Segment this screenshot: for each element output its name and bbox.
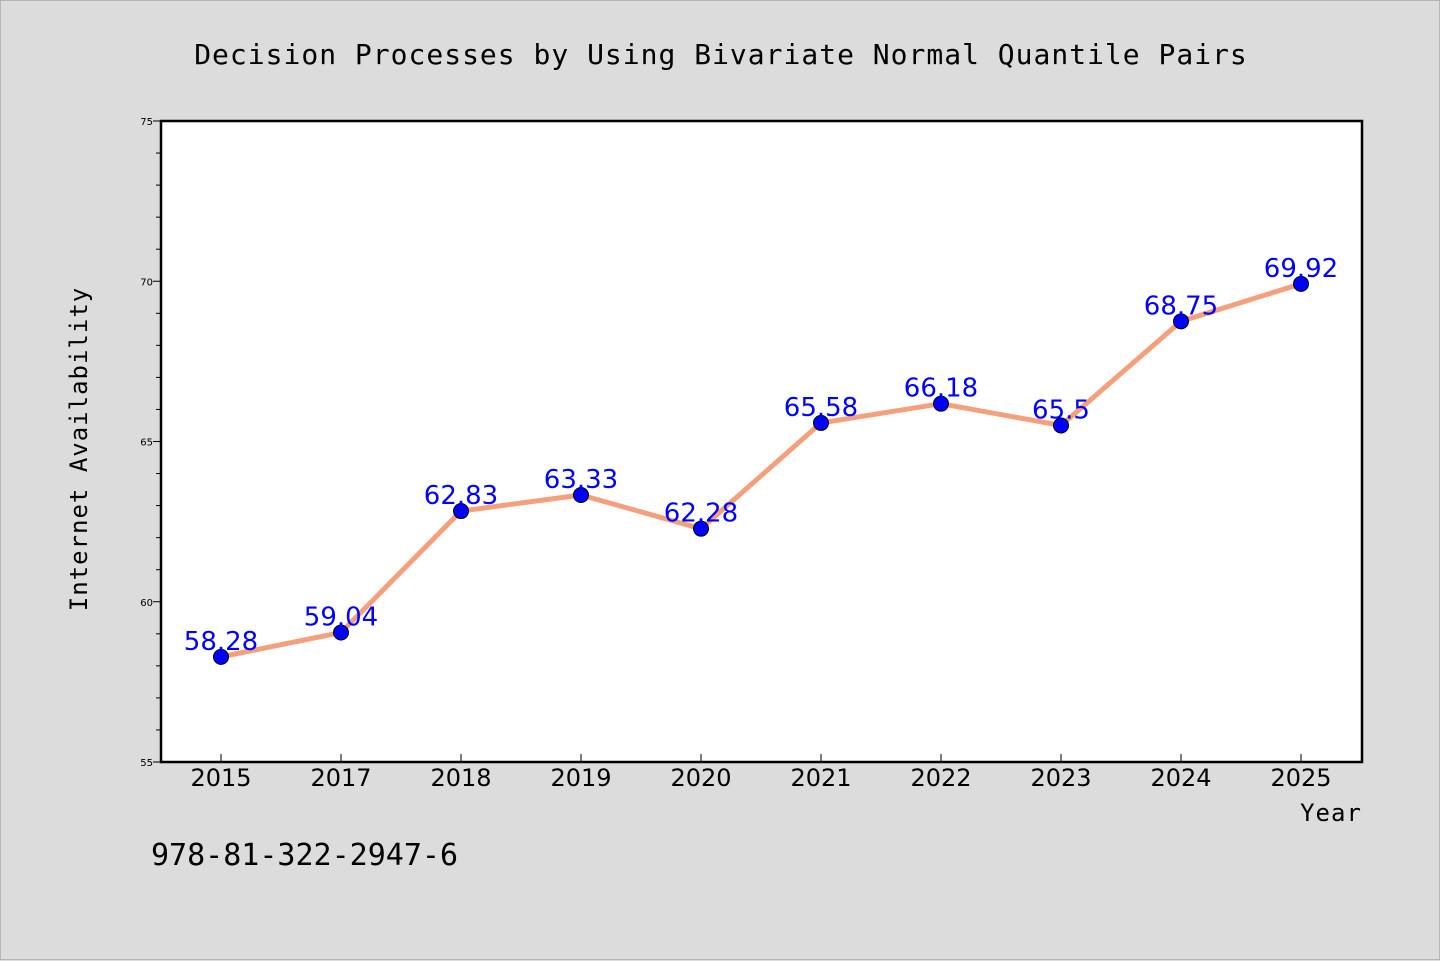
- y-tick-label: 75: [140, 117, 153, 128]
- data-labels: 58.28 59.04 62.83 63.33 62.28 65.58 66.18 65.5 6…: [184, 254, 1338, 657]
- data-point: [453, 503, 469, 520]
- x-tick-label: 2017: [310, 764, 371, 792]
- plot-area: [159, 119, 1364, 764]
- data-label: 69.92: [1264, 254, 1338, 284]
- y-tick-label: 65: [140, 438, 153, 449]
- y-axis-label: Internet Availability: [65, 287, 93, 611]
- data-point: [213, 648, 229, 665]
- x-tick-label: 2019: [550, 764, 611, 792]
- x-tick-label: 2022: [910, 764, 971, 792]
- data-label: 63.33: [544, 465, 618, 495]
- series-markers: [213, 275, 1309, 665]
- series-line: [220, 281, 1302, 660]
- x-tick-label: 2021: [790, 764, 851, 792]
- data-point: [693, 520, 709, 537]
- x-tick-label: 2015: [190, 764, 251, 792]
- data-label: 62.83: [424, 481, 498, 511]
- x-tick-label: 2025: [1270, 764, 1331, 792]
- y-minor-ticks: [156, 152, 161, 731]
- x-tick-label: 2023: [1030, 764, 1091, 792]
- data-label: 66.18: [904, 374, 978, 404]
- data-point: [1293, 275, 1309, 292]
- x-tick-label: 2024: [1150, 764, 1211, 792]
- isbn-text: 978-81-322-2947-6: [151, 838, 458, 873]
- data-point: [813, 414, 829, 431]
- x-axis-label: Year: [1300, 799, 1362, 827]
- data-point: [573, 487, 589, 504]
- data-point: [333, 624, 349, 641]
- y-tick-label: 70: [140, 277, 153, 288]
- chart-title: Decision Processes by Using Bivariate No…: [194, 38, 1248, 71]
- x-tick-label: 2020: [670, 764, 731, 792]
- y-axis-ticks: 55 60 65 70 75: [140, 117, 161, 769]
- y-tick-label: 55: [140, 758, 153, 769]
- y-tick-label: 60: [140, 598, 153, 609]
- data-point: [1173, 313, 1189, 330]
- x-tick-label: 2018: [430, 764, 491, 792]
- data-label: 59.04: [304, 603, 378, 633]
- x-axis-ticks: 2015 2017 2018 2019 2020 2021 2022 2023 2024 2025: [190, 754, 1332, 792]
- data-label: 58.28: [184, 627, 258, 657]
- data-label: 62.28: [664, 499, 738, 529]
- data-point: [933, 395, 949, 412]
- data-label: 68.75: [1144, 291, 1218, 321]
- data-point: [1053, 417, 1069, 434]
- data-label: 65.58: [784, 393, 858, 423]
- data-label: 65.5: [1032, 395, 1090, 425]
